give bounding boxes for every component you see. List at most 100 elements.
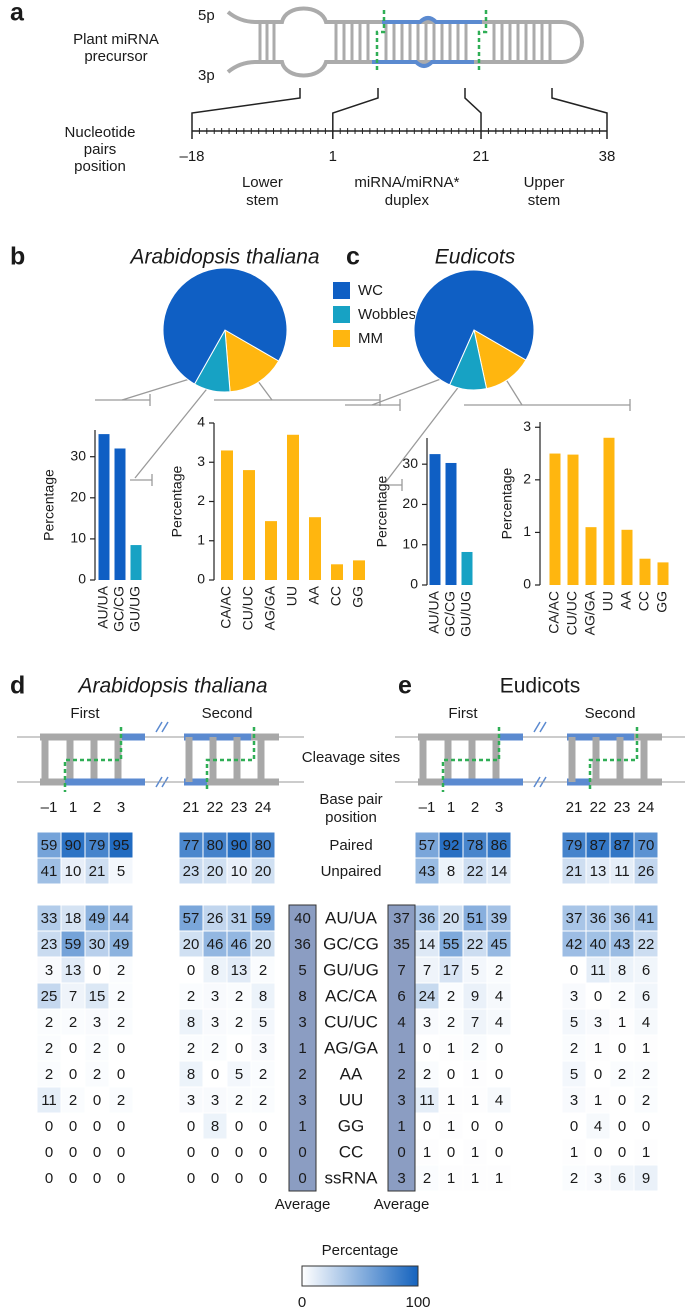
heat-cell [108, 1034, 134, 1062]
legend-swatch [333, 306, 350, 323]
row-label: AG/GA [324, 1038, 379, 1057]
caption: Base pair [319, 791, 382, 808]
cell-value: 3 [211, 988, 219, 1005]
duplex-part [65, 733, 145, 786]
cell-value: 2 [642, 1066, 650, 1083]
cell-value: 0 [570, 1118, 578, 1135]
heat-cell [486, 1008, 512, 1036]
cell-value: 13 [65, 962, 82, 979]
cell-value: 2 [423, 1066, 431, 1083]
legend-swatch [333, 330, 350, 347]
cell-value: 0 [618, 1144, 626, 1161]
bar [639, 558, 651, 585]
heat-cell [486, 904, 512, 932]
heat-cell [84, 982, 110, 1010]
cell-value: 0 [447, 1066, 455, 1083]
connector [121, 376, 197, 401]
cell-value: 46 [231, 936, 248, 953]
region-label: Lower [242, 174, 283, 191]
bar [657, 562, 669, 585]
cell-value: 55 [443, 936, 460, 953]
tick-label: 38 [599, 148, 616, 165]
heat-cell [609, 1112, 635, 1140]
heat-cell [178, 982, 204, 1010]
cell-value: 3 [211, 1092, 219, 1109]
heat-cell [36, 956, 62, 984]
heat-cell [178, 1086, 204, 1114]
cell-value: 4 [594, 1118, 602, 1135]
cell-value: 2 [117, 1092, 125, 1109]
heat-cell [178, 904, 204, 932]
cell-value: 2 [93, 1040, 101, 1057]
cell-value: 2 [187, 1040, 195, 1057]
cell-value: 5 [259, 1014, 267, 1031]
cell-value: 49 [89, 910, 106, 927]
cell-value: 0 [117, 1118, 125, 1135]
heat-cell [108, 1112, 134, 1140]
heat-cell [178, 857, 204, 885]
x-tick-label: GU/UG [458, 591, 474, 637]
connector [371, 376, 447, 406]
cell-value: 2 [117, 988, 125, 1005]
cell-value: 0 [618, 1092, 626, 1109]
column-label: 22 [207, 799, 224, 816]
heat-cell [561, 1008, 587, 1036]
cell-value: 8 [211, 1118, 219, 1135]
colorbar [301, 1265, 419, 1287]
average-value: 6 [397, 988, 405, 1005]
cell-value: 59 [255, 910, 272, 927]
cell-value: 0 [259, 1170, 267, 1187]
cell-value: 3 [211, 1014, 219, 1031]
cell-value: 1 [642, 1144, 650, 1161]
x-tick-label: AA [306, 585, 322, 604]
heat-cell [250, 982, 276, 1010]
y-tick-label: 20 [70, 489, 86, 505]
average-value: 37 [393, 910, 410, 927]
cell-value: 5 [117, 863, 125, 880]
y-tick-label: 2 [197, 492, 205, 508]
column-label: 21 [183, 799, 200, 816]
y-axis-label: Percentage [499, 467, 515, 539]
heat-cell [585, 982, 611, 1010]
heat-cell [250, 1060, 276, 1088]
cell-value: 3 [259, 1040, 267, 1057]
bar [603, 437, 615, 585]
average-value: 2 [298, 1066, 306, 1083]
average-value: 4 [397, 1014, 405, 1031]
colorbar-tick: 0 [298, 1294, 306, 1311]
heat-cell [585, 904, 611, 932]
heat-cell [633, 1008, 659, 1036]
cell-value: 7 [471, 1014, 479, 1031]
heat-cell [609, 1138, 635, 1166]
cell-value: 8 [211, 962, 219, 979]
row-label: AU/UA [325, 908, 378, 927]
average-value: 1 [298, 1118, 306, 1135]
cell-value: 2 [259, 1066, 267, 1083]
cell-value: 5 [235, 1066, 243, 1083]
duplex-sketch [159, 727, 304, 792]
panel-letter: b [10, 243, 25, 271]
cell-value: 20 [255, 936, 272, 953]
heat-cell [108, 1086, 134, 1114]
heat-cell [585, 1138, 611, 1166]
heat-cell [202, 982, 228, 1010]
cell-value: 11 [419, 1092, 435, 1109]
cell-value: 20 [443, 910, 460, 927]
bracket-line [551, 88, 608, 123]
heat-cell [438, 1086, 464, 1114]
cell-value: 23 [183, 863, 200, 880]
cell-value: 0 [69, 1170, 77, 1187]
y-tick-label: 30 [402, 455, 418, 471]
cell-value: 0 [495, 1066, 503, 1083]
heat-cell [462, 1008, 488, 1036]
heat-cell [250, 831, 276, 859]
column-label: 1 [447, 799, 455, 816]
cell-value: 0 [69, 1040, 77, 1057]
pie-title: Eudicots [435, 246, 516, 269]
heat-cell [438, 1008, 464, 1036]
heat-cell [633, 1034, 659, 1062]
row-label: CU/UC [324, 1012, 378, 1031]
heat-cell [486, 1164, 512, 1192]
heat-cell [561, 1138, 587, 1166]
cell-value: 0 [69, 1144, 77, 1161]
